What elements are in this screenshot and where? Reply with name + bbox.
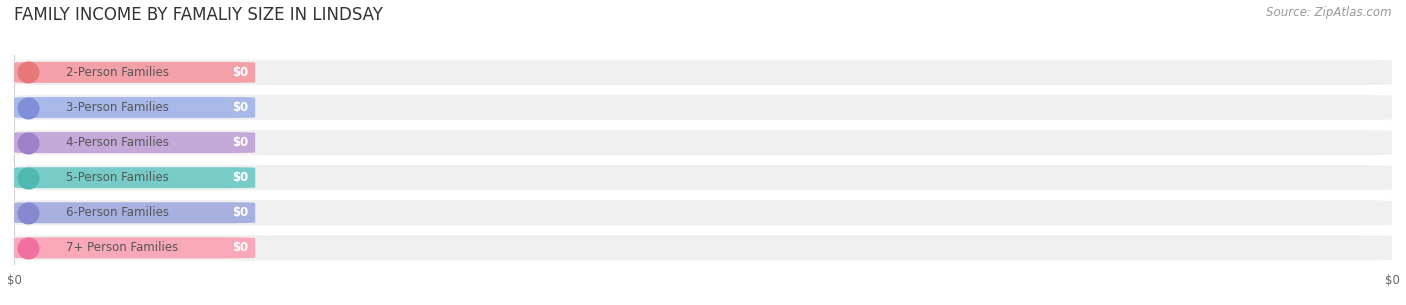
Text: 4-Person Families: 4-Person Families bbox=[66, 136, 169, 149]
FancyBboxPatch shape bbox=[14, 95, 1392, 120]
Point bbox=[17, 70, 39, 75]
FancyBboxPatch shape bbox=[14, 165, 1392, 190]
Text: 5-Person Families: 5-Person Families bbox=[66, 171, 169, 184]
Point bbox=[17, 210, 39, 215]
Text: $0: $0 bbox=[232, 136, 249, 149]
Text: 6-Person Families: 6-Person Families bbox=[66, 206, 169, 219]
FancyBboxPatch shape bbox=[14, 97, 256, 118]
Text: 2-Person Families: 2-Person Families bbox=[66, 66, 169, 79]
Text: $0: $0 bbox=[232, 101, 249, 114]
Text: $0: $0 bbox=[232, 206, 249, 219]
FancyBboxPatch shape bbox=[14, 60, 1392, 85]
FancyBboxPatch shape bbox=[14, 132, 256, 153]
Text: 3-Person Families: 3-Person Families bbox=[66, 101, 169, 114]
Text: Source: ZipAtlas.com: Source: ZipAtlas.com bbox=[1267, 6, 1392, 19]
FancyBboxPatch shape bbox=[14, 202, 256, 223]
Point bbox=[17, 175, 39, 180]
Text: $0: $0 bbox=[232, 66, 249, 79]
Point bbox=[17, 140, 39, 145]
Text: $0: $0 bbox=[232, 171, 249, 184]
Point bbox=[17, 105, 39, 110]
FancyBboxPatch shape bbox=[14, 62, 256, 83]
FancyBboxPatch shape bbox=[14, 200, 1392, 225]
FancyBboxPatch shape bbox=[14, 237, 256, 258]
Text: $0: $0 bbox=[232, 241, 249, 254]
Text: 7+ Person Families: 7+ Person Families bbox=[66, 241, 179, 254]
FancyBboxPatch shape bbox=[14, 167, 256, 188]
Text: FAMILY INCOME BY FAMALIY SIZE IN LINDSAY: FAMILY INCOME BY FAMALIY SIZE IN LINDSAY bbox=[14, 6, 382, 24]
FancyBboxPatch shape bbox=[14, 235, 1392, 260]
FancyBboxPatch shape bbox=[14, 130, 1392, 155]
Point bbox=[17, 245, 39, 250]
